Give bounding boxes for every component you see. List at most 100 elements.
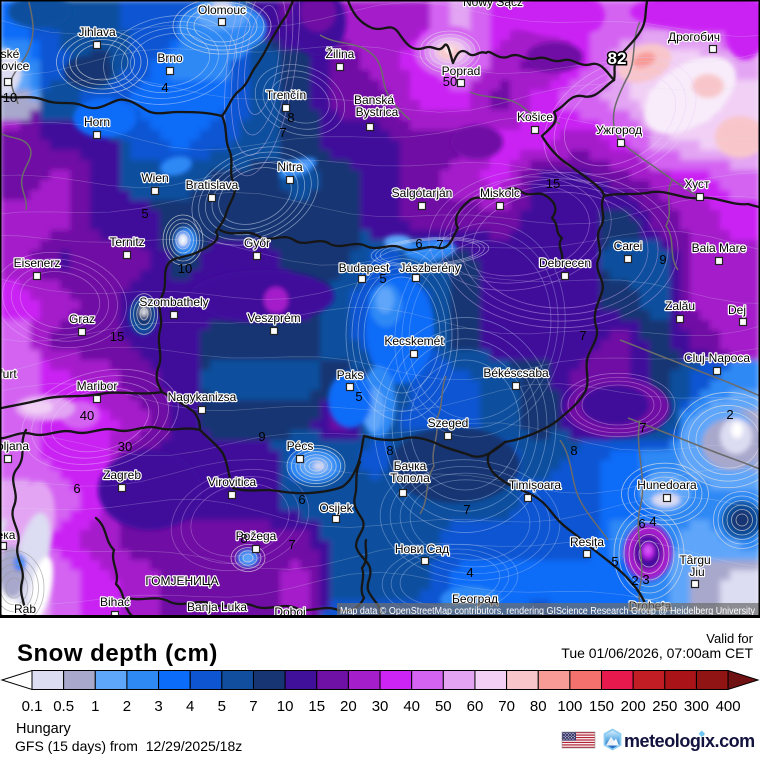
svg-text:oljana: oljana [0,439,29,453]
svg-text:Debrecen: Debrecen [539,256,591,270]
svg-text:Bystrica: Bystrica [356,105,399,119]
svg-text:Budapest: Budapest [339,261,390,275]
svg-text:4: 4 [186,698,194,715]
svg-text:8: 8 [287,110,294,125]
svg-text:0.1: 0.1 [22,698,43,715]
svg-text:Топола: Топола [390,471,430,485]
svg-text:300: 300 [684,698,709,715]
svg-text:4: 4 [161,80,168,95]
svg-text:250: 250 [652,698,677,715]
svg-text:Nowy Sącz: Nowy Sącz [463,0,523,9]
svg-text:9: 9 [659,252,666,267]
svg-text:furt: furt [0,367,17,381]
svg-text:ské: ské [1,47,20,61]
svg-text:ГОМЈЕНИЦА: ГОМЈЕНИЦА [145,574,218,588]
svg-text:Jihlava: Jihlava [78,25,116,39]
svg-text:10: 10 [277,698,294,715]
svg-text:Miskolc: Miskolc [480,186,520,200]
svg-text:Jászberény: Jászberény [399,261,460,275]
svg-text:Paks: Paks [337,368,364,382]
svg-text:Banská: Banská [354,93,394,107]
svg-text:Хуст: Хуст [684,177,710,191]
svg-text:Veszprém: Veszprém [247,311,300,325]
svg-text:5: 5 [355,389,362,404]
svg-text:7: 7 [579,328,586,343]
svg-text:7: 7 [436,237,443,252]
svg-text:Trenčín: Trenčín [266,88,306,102]
svg-text:2: 2 [726,407,733,422]
svg-text:Eisenerz: Eisenerz [14,256,61,270]
svg-text:Wien: Wien [141,171,168,185]
svg-text:Baia Mare: Baia Mare [692,241,747,255]
svg-text:50: 50 [443,74,457,89]
svg-text:Olomouc: Olomouc [198,3,246,17]
svg-text:Timișoara: Timișoara [509,478,562,492]
svg-text:10: 10 [3,90,17,105]
svg-text:Nitra: Nitra [277,160,303,174]
svg-text:50: 50 [435,698,452,715]
svg-text:5: 5 [379,271,386,286]
svg-text:7: 7 [639,420,646,435]
svg-text:Ternitz: Ternitz [109,235,144,249]
svg-text:400: 400 [716,698,741,715]
svg-text:Târgu: Târgu [679,553,710,567]
svg-text:Pécs: Pécs [287,439,314,453]
svg-text:40: 40 [403,698,420,715]
svg-text:7: 7 [249,698,257,715]
svg-text:Hunedoara: Hunedoara [637,478,697,492]
svg-text:82: 82 [608,49,627,68]
svg-text:1: 1 [91,698,99,715]
svg-text:80: 80 [530,698,547,715]
svg-text:Zagreb: Zagreb [103,468,141,482]
svg-text:5: 5 [611,554,618,569]
svg-text:7: 7 [288,537,295,552]
svg-text:Carei: Carei [614,239,643,253]
svg-text:9: 9 [258,429,265,444]
svg-text:Bihać: Bihać [100,595,130,609]
svg-text:Graz: Graz [69,312,95,326]
svg-text:Dej: Dej [728,303,746,317]
svg-text:6: 6 [73,481,80,496]
svg-text:Cluj-Napoca: Cluj-Napoca [684,351,750,365]
svg-text:Jiu: Jiu [689,565,704,579]
svg-text:6: 6 [415,236,422,251]
svg-text:6: 6 [638,516,645,531]
svg-text:Požega: Požega [236,529,277,543]
svg-text:Бачка: Бачка [394,459,427,473]
svg-text:Bratislava: Bratislava [186,178,239,192]
svg-text:8: 8 [570,443,577,458]
svg-text:Osijek: Osijek [319,501,353,515]
svg-text:Košice: Košice [517,110,553,124]
svg-text:Maribor: Maribor [77,379,118,393]
svg-text:Banja Luka: Banja Luka [187,600,247,614]
svg-text:2: 2 [123,698,131,715]
svg-text:Ужгород: Ужгород [596,123,642,137]
svg-text:ека: ека [0,528,16,542]
svg-text:15: 15 [110,329,124,344]
svg-text:2: 2 [631,573,638,588]
svg-text:8: 8 [240,531,247,546]
svg-text:Map data © OpenStreetMap contr: Map data © OpenStreetMap contributors, r… [340,606,755,617]
svg-text:Salgótarján: Salgótarján [392,186,453,200]
svg-text:jovice: jovice [0,59,30,73]
svg-text:20: 20 [340,698,357,715]
svg-text:10: 10 [178,261,192,276]
svg-text:Poprad: Poprad [442,64,481,78]
svg-text:5: 5 [218,698,226,715]
svg-text:150: 150 [589,698,614,715]
svg-text:Kecskemét: Kecskemét [384,334,444,348]
svg-text:Žilina: Žilina [326,46,355,61]
svg-text:Szombathely: Szombathely [139,295,208,309]
svg-text:Нови Сад: Нови Сад [395,542,449,556]
svg-text:3: 3 [154,698,162,715]
svg-text:Győr: Győr [244,236,270,250]
svg-text:4: 4 [649,514,656,529]
svg-text:7: 7 [463,502,470,517]
svg-text:40: 40 [80,408,94,423]
svg-text:meteologix.com: meteologix.com [624,731,755,751]
svg-text:5: 5 [141,206,148,221]
svg-text:Horn: Horn [84,115,110,129]
svg-text:Nagykanizsa: Nagykanizsa [168,390,237,404]
svg-text:70: 70 [498,698,515,715]
svg-text:3: 3 [642,572,649,587]
